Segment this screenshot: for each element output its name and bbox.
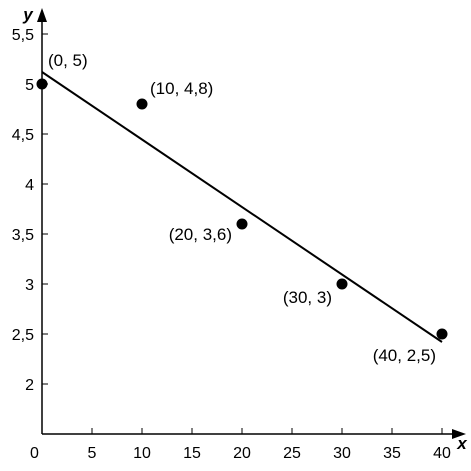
y-ticks: 2 2,5 3 3,5 4 4,5 5 5,5 [12,27,48,394]
point-label: (40, 2,5) [373,346,436,365]
data-point [336,278,348,290]
trend-line-group [41,71,443,343]
x-tick-label: 35 [383,445,401,462]
y-tick-label: 4 [25,177,34,194]
y-axis-title: y [22,5,34,24]
x-tick-label: 20 [233,445,251,462]
point-labels: (0, 5) (10, 4,8) (20, 3,6) (30, 3) (40, 2,5) [48,51,436,365]
y-tick-label: 4,5 [12,127,34,144]
y-tick-label: 2 [25,377,34,394]
x-tick-label: 30 [333,445,351,462]
x-ticks: 5 10 15 20 25 30 35 40 [88,428,451,462]
data-point [436,328,448,340]
x-tick-label: 15 [183,445,201,462]
x-tick-label: 25 [283,445,301,462]
y-axis-arrow [37,8,47,22]
y-tick-label: 3 [25,277,34,294]
x-axis-arrow [452,429,466,439]
data-point [36,78,48,90]
y-tick-label: 2,5 [12,327,34,344]
data-points [36,78,448,340]
point-label: (10, 4,8) [150,79,213,98]
y-tick-label: 5 [25,77,34,94]
axes: y x 0 [22,5,468,462]
data-point [236,218,248,230]
x-tick-label: 40 [433,445,451,462]
point-label: (20, 3,6) [169,225,232,244]
x-tick-label: 10 [133,445,151,462]
trend-line [41,71,443,343]
x-tick-label: 5 [88,445,97,462]
y-tick-label: 3,5 [12,227,34,244]
y-tick-label: 5,5 [12,27,34,44]
x-axis-title: x [456,434,468,453]
point-label: (0, 5) [48,51,88,70]
point-label: (30, 3) [283,288,332,307]
origin-label: 0 [30,445,39,462]
data-point [136,98,148,110]
